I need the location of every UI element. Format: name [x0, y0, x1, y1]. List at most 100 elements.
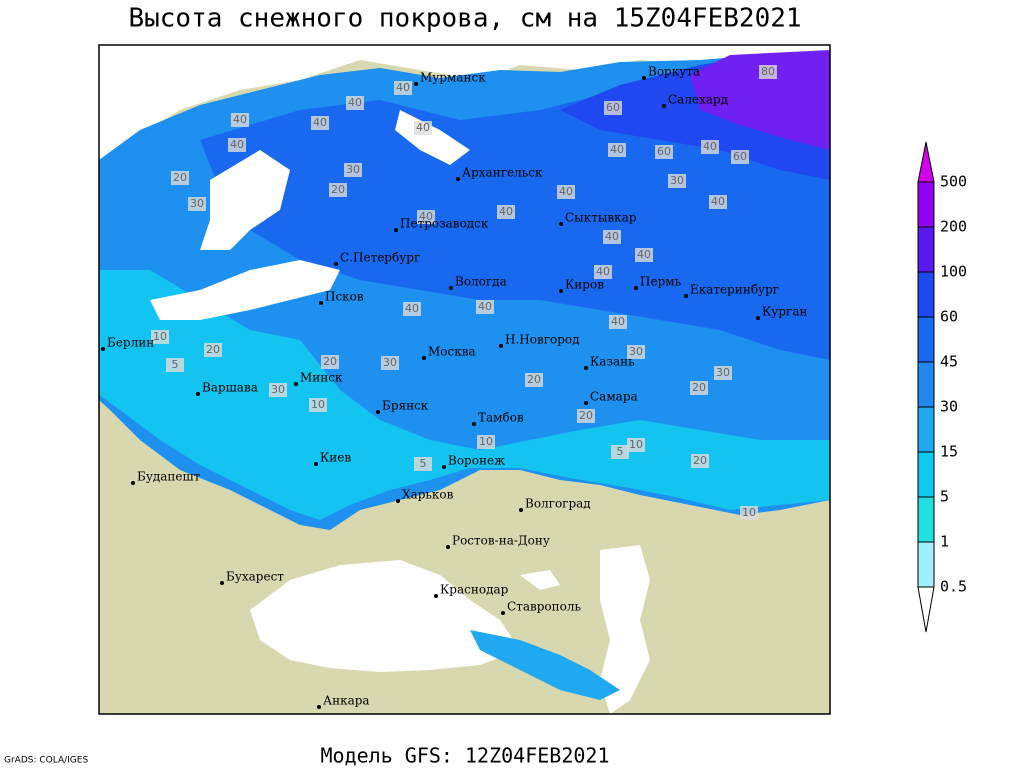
contour-label: 60	[606, 101, 620, 114]
contour-label: 10	[742, 506, 756, 519]
legend-label: 1	[940, 533, 949, 551]
black-sea	[250, 560, 520, 672]
contour-label-bg	[635, 248, 653, 262]
baltic-south	[150, 260, 340, 320]
city-dot	[394, 228, 398, 232]
city-dot	[101, 347, 105, 351]
contour-label-bg	[228, 138, 246, 152]
city-dot	[196, 392, 200, 396]
caspian-sea	[600, 545, 650, 714]
contour-label-bg	[269, 383, 287, 397]
contour-label: 20	[331, 183, 345, 196]
legend-label: 45	[940, 353, 958, 371]
city-label: Мурманск	[420, 71, 486, 85]
legend-label: 100	[940, 263, 967, 281]
city-dot	[442, 465, 446, 469]
contour-label: 10	[311, 398, 325, 411]
contour-label: 40	[611, 315, 625, 328]
contour-label-bg	[394, 81, 412, 95]
city-label: Н.Новгород	[505, 333, 580, 347]
contour-label-bg	[311, 116, 329, 130]
caucasus-snow	[470, 630, 620, 700]
snow-5	[99, 270, 830, 520]
city-label: Пермь	[640, 275, 682, 289]
legend-swatch	[917, 451, 935, 498]
contour-label-bg	[166, 358, 184, 372]
contour-label-bg	[414, 121, 432, 135]
contour-label: 40	[703, 140, 717, 153]
legend-swatch	[917, 181, 935, 228]
contour-label-bg	[604, 101, 622, 115]
city-dot	[684, 294, 688, 298]
city-dot	[434, 594, 438, 598]
contour-label: 30	[716, 366, 730, 379]
city-dot	[131, 481, 135, 485]
city-dot	[314, 462, 318, 466]
legend-label: 200	[940, 218, 967, 236]
city-label: Берлин	[107, 336, 154, 350]
contour-label: 40	[313, 116, 327, 129]
contour-label-bg	[611, 445, 629, 459]
contour-label: 40	[559, 185, 573, 198]
city-dot	[456, 177, 460, 181]
contour-label: 30	[346, 163, 360, 176]
city-label: Волгоград	[525, 497, 591, 511]
contour-label: 40	[637, 248, 651, 261]
city-label: Самара	[590, 390, 638, 404]
contour-label: 20	[323, 355, 337, 368]
contour-label-bg	[759, 65, 777, 79]
city-dot	[634, 286, 638, 290]
city-dot	[317, 705, 321, 709]
contour-label: 5	[172, 358, 179, 371]
contour-label: 40	[405, 302, 419, 315]
city-label: Киев	[320, 451, 351, 465]
legend-swatch	[917, 361, 935, 408]
contour-label: 10	[153, 330, 167, 343]
city-label: Петрозаводск	[400, 217, 489, 231]
cities: Мурманск Воркута Салехард Архангельск Петроз…	[101, 65, 807, 709]
city-dot	[422, 356, 426, 360]
contour-label-bg	[344, 163, 362, 177]
city-label: Брянск	[382, 399, 429, 413]
title: Высота снежного покрова, см на 15Z04FEB2…	[128, 4, 801, 34]
contour-label: 30	[383, 356, 397, 369]
city-label: Анкара	[323, 694, 370, 708]
azov-sea	[520, 570, 560, 590]
contour-label-bg	[381, 356, 399, 370]
contour-label-bg	[346, 96, 364, 110]
city-label: Воронеж	[448, 454, 505, 468]
city-label: Минск	[300, 371, 343, 385]
contour-label: 40	[610, 143, 624, 156]
contour-label-bg	[627, 438, 645, 452]
contour-label: 40	[230, 138, 244, 151]
city-dot	[334, 262, 338, 266]
contour-label-bg	[557, 185, 575, 199]
contour-label: 40	[478, 300, 492, 313]
city-label: Ростов-на-Дону	[452, 534, 550, 548]
contour-label-bg	[497, 205, 515, 219]
city-label: Архангельск	[462, 166, 543, 180]
contour-label: 10	[629, 438, 643, 451]
city-label: Варшава	[202, 381, 258, 395]
contour-label: 60	[733, 150, 747, 163]
contour-label: 30	[629, 345, 643, 358]
contour-label: 30	[190, 197, 204, 210]
contour-label: 80	[761, 65, 775, 78]
city-label: Харьков	[402, 488, 454, 502]
contour-label: 40	[596, 265, 610, 278]
contour-label-bg	[403, 302, 421, 316]
contour-label-bg	[151, 330, 169, 344]
city-label: Ставрополь	[507, 600, 581, 614]
legend-label: 500	[940, 173, 967, 191]
city-dot	[396, 499, 400, 503]
city-dot	[559, 222, 563, 226]
legend-label: 5	[940, 488, 949, 506]
city-dot	[294, 382, 298, 386]
contour-label-bg	[577, 409, 595, 423]
contour-label-bg	[188, 197, 206, 211]
city-label: Екатеринбург	[690, 283, 779, 297]
legend-swatch	[917, 226, 935, 273]
city-dot	[642, 76, 646, 80]
